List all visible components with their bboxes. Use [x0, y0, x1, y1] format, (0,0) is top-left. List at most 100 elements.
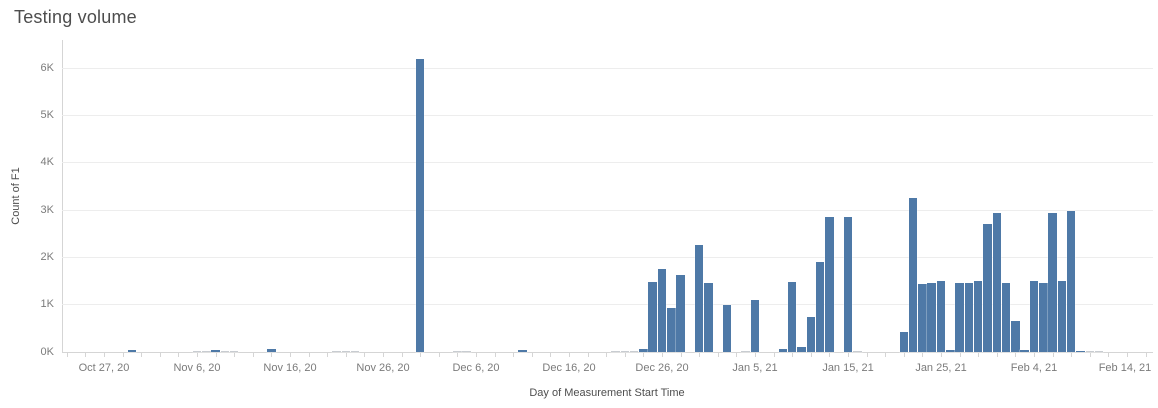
x-axis-title: Day of Measurement Start Time [529, 387, 685, 399]
bar[interactable] [843, 217, 853, 352]
x-tick-mark [1127, 352, 1128, 357]
bar[interactable] [1020, 349, 1029, 352]
x-tick-mark [1034, 352, 1035, 357]
bar[interactable] [722, 304, 732, 352]
x-tick-mark [885, 352, 887, 357]
bar[interactable] [853, 351, 862, 352]
x-tick-mark [978, 352, 980, 357]
x-tick-mark [420, 352, 422, 357]
bar[interactable] [1039, 283, 1048, 352]
x-tick-label: Dec 16, 20 [542, 362, 596, 374]
x-tick-mark [383, 352, 384, 357]
bar[interactable] [955, 283, 964, 352]
bar[interactable] [1001, 283, 1011, 352]
bar[interactable] [648, 281, 657, 352]
bar[interactable] [946, 349, 955, 352]
x-tick-label: Dec 26, 20 [635, 362, 689, 374]
bar[interactable] [741, 351, 750, 352]
bar[interactable] [1029, 281, 1039, 352]
bar[interactable] [1085, 351, 1095, 352]
bar[interactable] [462, 351, 471, 352]
x-tick-mark [810, 352, 812, 357]
y-tick-label: 6K [40, 61, 54, 74]
bar[interactable] [350, 351, 360, 352]
bar[interactable] [267, 349, 276, 352]
bar[interactable] [927, 283, 936, 352]
x-tick-label: Nov 26, 20 [356, 362, 410, 374]
x-tick-label: Jan 5, 21 [732, 362, 778, 374]
x-tick-mark [327, 352, 329, 357]
bar[interactable] [341, 351, 351, 352]
x-tick-mark [848, 352, 849, 357]
bar[interactable] [192, 351, 202, 352]
bar[interactable] [983, 224, 992, 352]
x-tick-mark [550, 352, 552, 357]
x-tick-mark [996, 352, 998, 357]
bar[interactable] [1066, 211, 1076, 352]
bar[interactable] [1094, 351, 1104, 352]
bar[interactable] [127, 350, 137, 352]
y-tick-label: 2K [40, 250, 54, 263]
bar[interactable] [815, 262, 825, 352]
bar[interactable] [332, 351, 341, 352]
bar[interactable] [973, 281, 983, 352]
y-tick-label: 1K [40, 298, 54, 311]
bar[interactable] [936, 281, 946, 352]
bar[interactable] [806, 316, 816, 352]
x-tick-mark [662, 352, 663, 357]
bar[interactable] [1048, 213, 1057, 352]
x-tick-mark [680, 352, 682, 357]
x-tick-mark [159, 352, 161, 357]
bar[interactable] [787, 281, 797, 352]
bar[interactable] [676, 275, 685, 352]
gridline [62, 162, 1153, 164]
x-tick-mark [866, 352, 868, 357]
bar[interactable] [1076, 350, 1085, 352]
chart-title: Testing volume [14, 7, 137, 27]
gridline [62, 209, 1153, 211]
bar[interactable] [1011, 321, 1020, 352]
x-tick-label: Nov 16, 20 [263, 362, 317, 374]
bar[interactable] [825, 216, 834, 352]
bar[interactable] [453, 351, 462, 352]
x-tick-mark [569, 352, 570, 357]
bar[interactable] [202, 351, 211, 352]
x-tick-mark [624, 352, 626, 357]
bar[interactable] [657, 268, 667, 352]
y-tick-label: 3K [40, 203, 54, 216]
x-tick-mark [1145, 352, 1147, 357]
x-tick-mark [85, 352, 87, 357]
x-tick-mark [457, 352, 459, 357]
bar[interactable] [704, 282, 713, 352]
bar[interactable] [611, 351, 620, 352]
bar[interactable] [229, 351, 239, 352]
bar[interactable] [899, 331, 909, 352]
bar[interactable] [964, 282, 974, 352]
bar[interactable] [797, 346, 806, 352]
bar[interactable] [639, 348, 648, 352]
bar[interactable] [1057, 281, 1067, 352]
bar[interactable] [211, 350, 220, 352]
x-tick-mark [66, 352, 68, 357]
y-axis-title: Count of F1 [10, 167, 22, 225]
gridline [62, 114, 1153, 116]
x-tick-mark [1089, 352, 1091, 357]
bar[interactable] [629, 351, 639, 352]
bar[interactable] [220, 351, 230, 352]
bar[interactable] [992, 213, 1002, 352]
bar[interactable] [667, 307, 676, 352]
x-tick-mark [941, 352, 942, 357]
bar[interactable] [778, 349, 788, 352]
bar[interactable] [415, 58, 425, 352]
bar[interactable] [918, 283, 927, 352]
x-tick-mark [699, 352, 701, 357]
x-tick-label: Dec 6, 20 [452, 362, 500, 374]
x-tick-mark [494, 352, 496, 357]
x-tick-mark [438, 352, 440, 357]
bar[interactable] [620, 351, 630, 352]
bar[interactable] [694, 245, 704, 352]
bar[interactable] [518, 349, 527, 352]
bar[interactable] [750, 299, 760, 352]
bar[interactable] [908, 198, 918, 352]
